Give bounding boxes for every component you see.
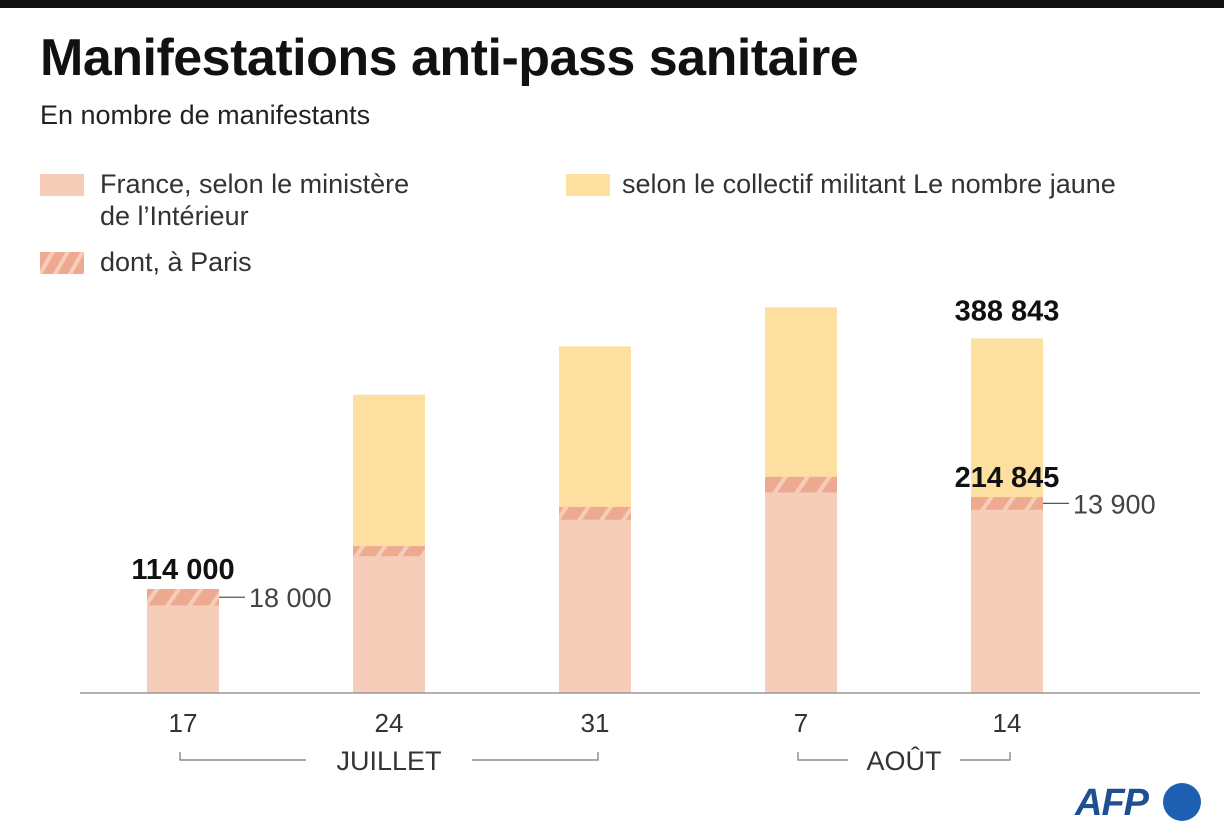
top-bar: [0, 0, 1224, 8]
bar-ministry: [559, 506, 631, 693]
legend-label-nombre-jaune: selon le collectif militant Le nombre ja…: [622, 169, 1116, 199]
legend-label-ministry: France, selon le ministère de l’Intérieur: [100, 169, 410, 231]
data-label-ministry: 214 845: [955, 462, 1060, 494]
legend-swatch-nombre-jaune: [566, 174, 610, 196]
x-tick-label: 7: [794, 708, 808, 738]
bar-ministry: [353, 546, 425, 693]
bar-paris: [353, 546, 425, 557]
afp-logo: AFP: [1075, 782, 1149, 824]
x-tick-label: 14: [993, 708, 1022, 738]
afp-logo-dot: [1163, 783, 1201, 821]
x-tick-label: 24: [375, 708, 404, 738]
legend-label-paris: dont, à Paris: [100, 247, 252, 277]
data-label-paris: 13 900: [1073, 489, 1156, 519]
month-bracket: [797, 752, 1011, 761]
x-tick-label: 31: [581, 708, 610, 738]
chart-subtitle: En nombre de manifestants: [40, 100, 371, 130]
bar-paris: [559, 506, 631, 520]
data-label-ministry: 114 000: [131, 554, 234, 586]
month-bracket: [179, 752, 599, 761]
x-tick-label: 17: [169, 708, 198, 738]
month-label: JUILLET: [336, 746, 441, 776]
legend-swatch-paris: [40, 252, 84, 274]
bar-paris: [971, 497, 1043, 510]
bar-ministry: [765, 476, 837, 693]
bar-ministry: [971, 497, 1043, 693]
data-label-paris: 18 000: [249, 583, 332, 613]
legend-swatch-ministry: [40, 174, 84, 196]
chart-title: Manifestations anti-pass sanitaire: [40, 29, 859, 87]
bar-ministry: [147, 589, 219, 693]
bar-paris: [765, 476, 837, 493]
data-label-nombre-jaune: 388 843: [955, 295, 1060, 327]
bar-paris: [147, 589, 219, 606]
month-label: AOÛT: [866, 745, 941, 776]
